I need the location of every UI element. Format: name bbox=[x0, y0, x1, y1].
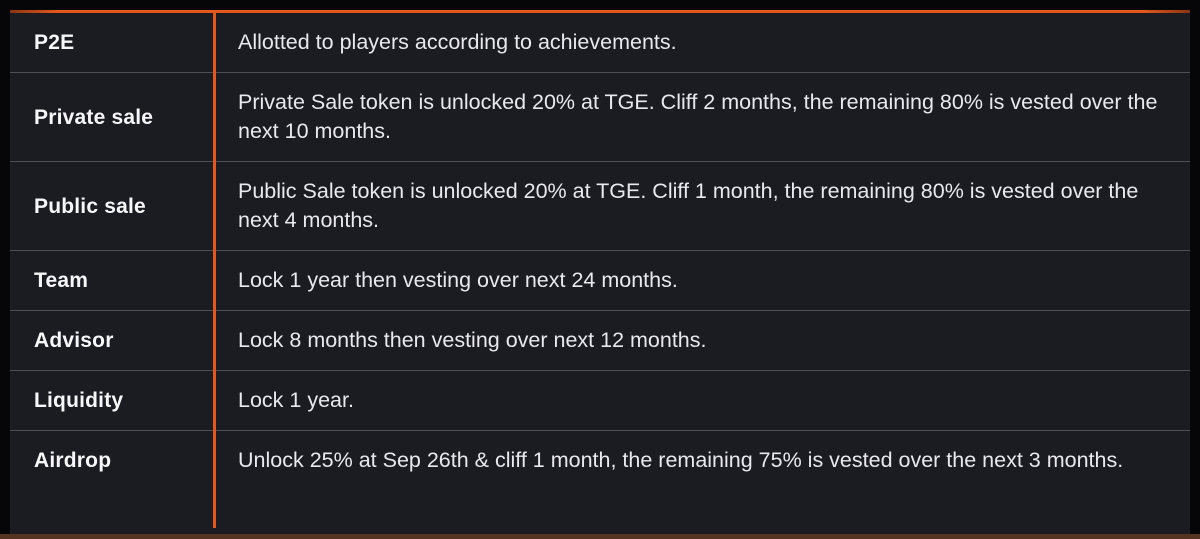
row-label: Team bbox=[34, 269, 89, 292]
row-label: P2E bbox=[34, 31, 75, 54]
row-label: Airdrop bbox=[34, 449, 112, 472]
table-row: P2E Allotted to players according to ach… bbox=[10, 13, 1190, 72]
row-description: Lock 8 months then vesting over next 12 … bbox=[238, 328, 707, 352]
row-description: Lock 1 year then vesting over next 24 mo… bbox=[238, 268, 678, 292]
table-row: Advisor Lock 8 months then vesting over … bbox=[10, 310, 1190, 370]
column-divider-line bbox=[213, 13, 216, 528]
row-description: Lock 1 year. bbox=[238, 388, 354, 412]
table-row: Public sale Public Sale token is unlocke… bbox=[10, 161, 1190, 250]
table-row: Liquidity Lock 1 year. bbox=[10, 370, 1190, 430]
table-row: Private sale Private Sale token is unloc… bbox=[10, 72, 1190, 161]
bottom-edge-accent-bar bbox=[0, 534, 1200, 539]
row-label: Advisor bbox=[34, 329, 114, 352]
table-row: Airdrop Unlock 25% at Sep 26th & cliff 1… bbox=[10, 430, 1190, 490]
row-label: Private sale bbox=[34, 105, 154, 129]
row-description: Unlock 25% at Sep 26th & cliff 1 month, … bbox=[238, 448, 1124, 472]
table-row: Team Lock 1 year then vesting over next … bbox=[10, 250, 1190, 310]
vesting-schedule-table: P2E Allotted to players according to ach… bbox=[10, 10, 1190, 534]
row-label: Public sale bbox=[34, 194, 146, 218]
table-rows: P2E Allotted to players according to ach… bbox=[10, 13, 1190, 490]
row-description: Private Sale token is unlocked 20% at TG… bbox=[238, 90, 1158, 143]
row-description: Public Sale token is unlocked 20% at TGE… bbox=[238, 179, 1139, 232]
table-top-accent-border bbox=[10, 10, 1190, 13]
row-description: Allotted to players according to achieve… bbox=[238, 30, 677, 54]
row-label: Liquidity bbox=[34, 389, 124, 412]
